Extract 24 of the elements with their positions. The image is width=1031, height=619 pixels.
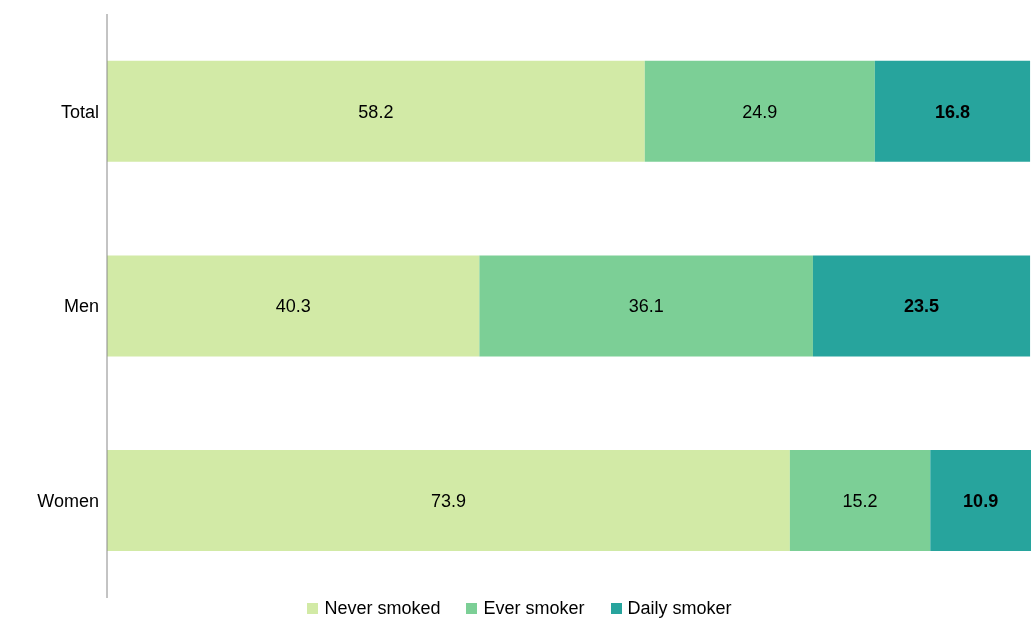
bar	[107, 60, 645, 162]
y-tick-label: Total	[60, 101, 99, 122]
data-label: 10.9	[963, 490, 999, 511]
bar	[789, 450, 931, 552]
bar	[107, 450, 790, 552]
bar	[812, 255, 1031, 357]
legend-label: Ever smoker	[482, 598, 585, 619]
bar	[930, 450, 1031, 552]
data-label: 24.9	[742, 101, 778, 122]
bar	[644, 60, 875, 162]
data-label: 58.2	[358, 101, 394, 122]
bar	[107, 255, 480, 357]
data-label: 73.9	[430, 490, 466, 511]
legend-label: Never smoked	[323, 598, 441, 619]
y-tick-label: Men	[63, 296, 99, 317]
data-label: 16.8	[934, 101, 970, 122]
data-label: 36.1	[628, 296, 664, 317]
data-label: 40.3	[275, 296, 311, 317]
data-label: 15.2	[842, 490, 878, 511]
bar	[479, 255, 813, 357]
legend-label: Daily smoker	[626, 598, 732, 619]
data-label: 23.5	[903, 296, 940, 317]
bar	[874, 60, 1031, 162]
y-tick-label: Women	[37, 491, 99, 512]
